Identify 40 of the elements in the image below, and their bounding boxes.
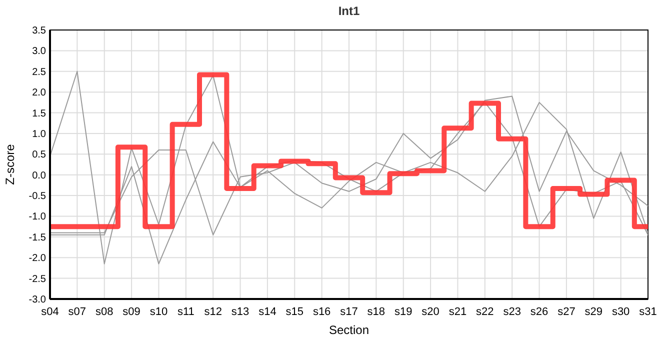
x-tick-label: s31	[639, 306, 657, 318]
y-tick-label: -2.0	[28, 253, 46, 264]
chart-title: Int1	[338, 4, 360, 18]
y-tick-label: 2.5	[32, 66, 46, 78]
x-tick-label: s22	[476, 306, 494, 318]
x-tick-label: s18	[367, 306, 386, 318]
x-tick-label: s13	[231, 306, 250, 318]
y-tick-label: -0.5	[28, 191, 46, 202]
y-tick-label: -3.0	[28, 294, 46, 306]
x-tick-label: s20	[422, 306, 440, 318]
x-tick-label: s17	[340, 306, 358, 318]
x-tick-label: s26	[530, 306, 548, 318]
x-tick-label: s10	[150, 306, 168, 318]
y-tick-label: 0.5	[32, 150, 46, 161]
y-tick-label: 1.0	[32, 128, 46, 140]
x-axis-title: Section	[328, 323, 370, 337]
y-tick-label: 1.5	[32, 108, 46, 120]
x-tick-label: s15	[286, 306, 304, 318]
y-tick-label: 0.0	[32, 170, 46, 182]
y-tick-label: -1.5	[28, 232, 46, 244]
x-tick-label: s29	[584, 306, 603, 318]
y-tick-label: 3.5	[32, 26, 46, 36]
x-tick-label: s04	[41, 306, 59, 318]
x-tick-label: s12	[204, 306, 222, 318]
y-tick-label: 3.0	[32, 46, 46, 58]
x-tick-label: s23	[503, 306, 521, 318]
x-tick-label: s14	[258, 306, 276, 318]
x-tick-label: s19	[394, 306, 412, 318]
y-tick-label: -1.0	[28, 212, 46, 223]
y-tick-label: -2.5	[28, 274, 46, 285]
x-tick-label: s11	[177, 306, 194, 318]
x-tick-label: s08	[95, 306, 114, 318]
x-tick-label: s21	[448, 306, 467, 318]
x-tick-label: s07	[68, 306, 86, 318]
x-tick-label: s30	[612, 306, 630, 318]
x-tick-label: s16	[312, 306, 331, 318]
y-tick-label: 2.0	[32, 88, 46, 99]
x-tick-label: s09	[122, 306, 140, 318]
x-tick-label: s27	[558, 306, 576, 318]
y-axis-title: Z-score	[3, 144, 17, 185]
